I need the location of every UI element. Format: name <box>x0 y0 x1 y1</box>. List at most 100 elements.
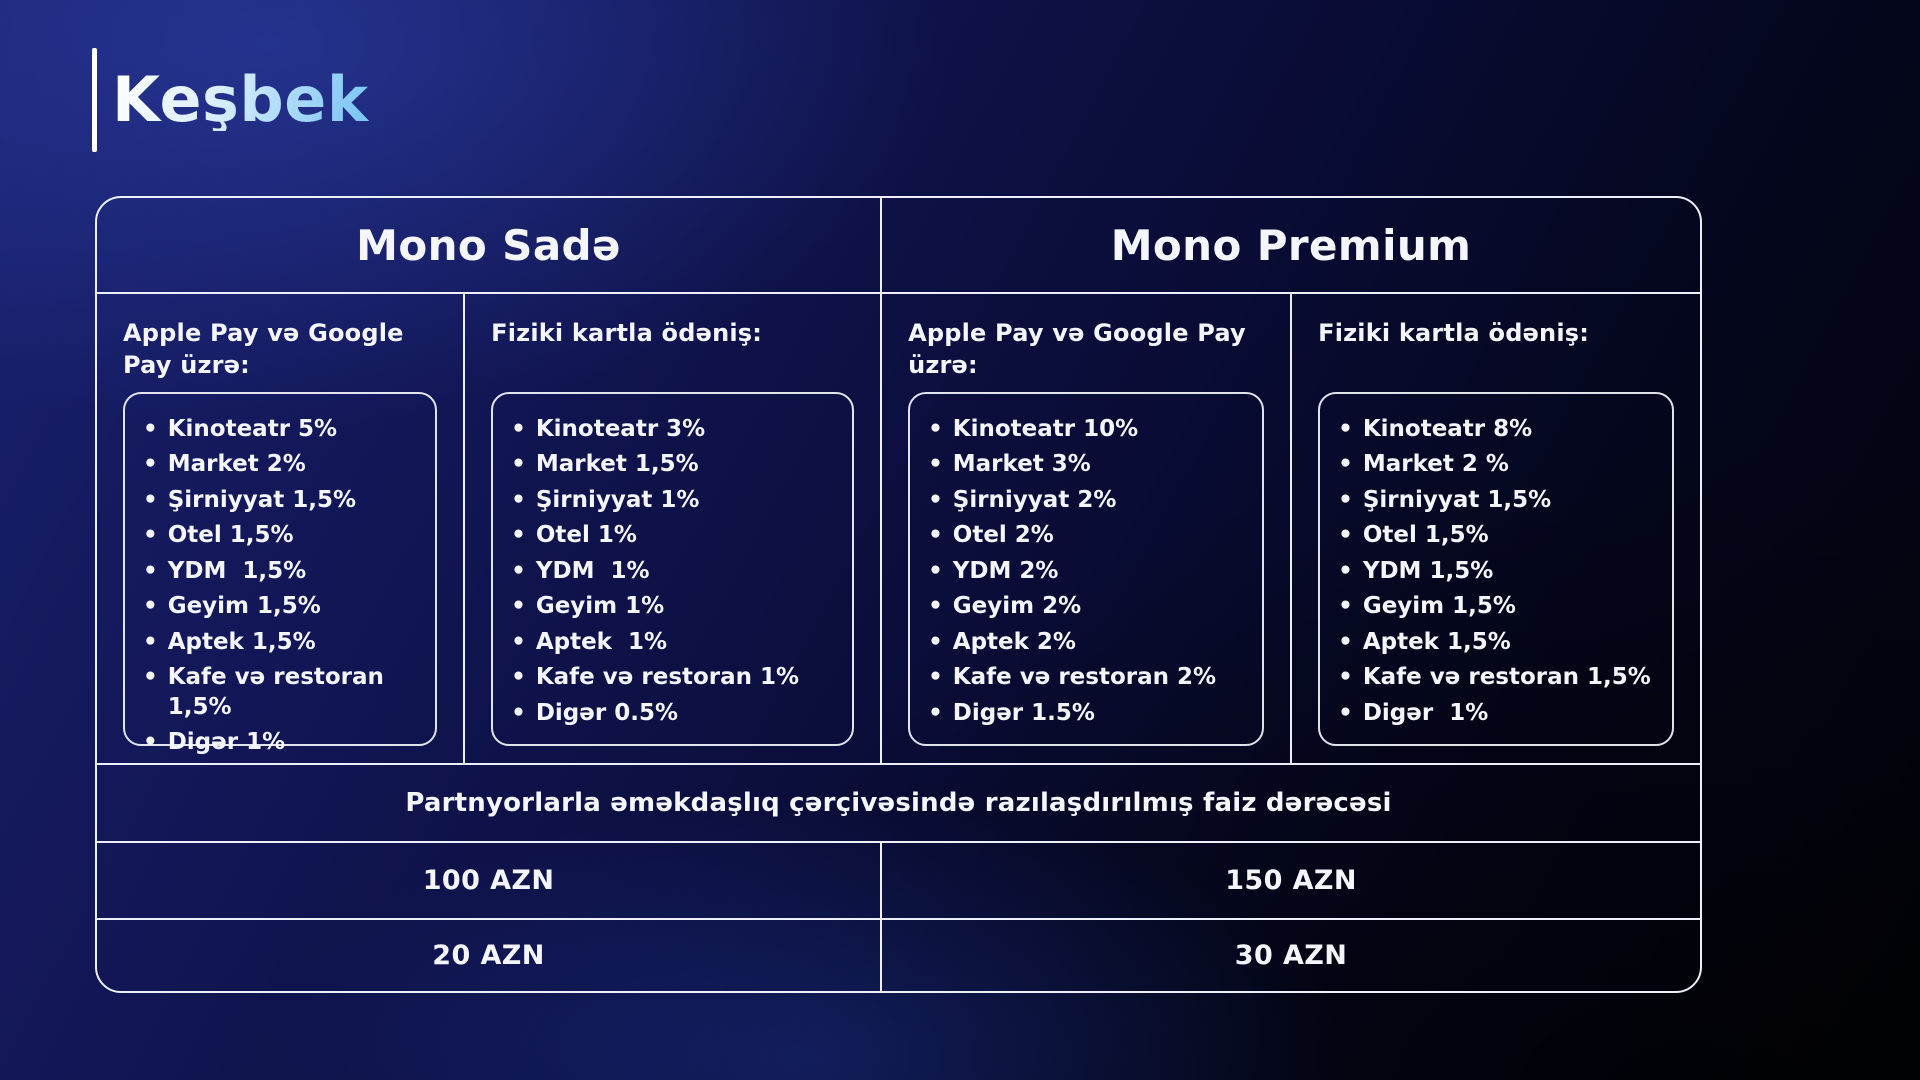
rate-item: • Geyim 2% <box>928 592 1244 621</box>
rate-list: • Kinoteatr 5% • Market 2% • Şirniyyat 1,5%… <box>143 415 417 757</box>
rate-item: • Market 2 % <box>1338 450 1654 479</box>
bullet-icon: • <box>143 451 158 478</box>
rate-item: • YDM 1% <box>511 557 834 586</box>
rate-list: • Kinoteatr 8% • Market 2 % • Şirniyyat 1,5… <box>1338 415 1654 728</box>
rate-item: • Digər 0.5% <box>511 699 834 728</box>
rate-item: • Şirniyyat 2% <box>928 486 1244 515</box>
rate-item: • Geyim 1,5% <box>143 592 417 621</box>
rate-item: • Kafe və restoran 1,5% <box>1338 663 1654 692</box>
rate-text: Aptek 1,5% <box>167 628 316 655</box>
rate-box: • Kinoteatr 10% • Market 3% • Şirniyyat 2% … <box>908 392 1265 746</box>
rate-item: • Kafe və restoran 1% <box>511 663 834 692</box>
rate-item: • Otel 2% <box>928 521 1244 550</box>
bullet-icon: • <box>1338 664 1353 691</box>
rate-text: Şirniyyat 2% <box>952 486 1117 513</box>
rate-item: • Kinoteatr 3% <box>511 415 834 444</box>
bullet-icon: • <box>143 664 158 691</box>
rate-item: • Kafe və restoran 1,5% <box>143 663 417 722</box>
rate-text: Kafe və restoran 1% <box>535 664 800 691</box>
bullet-icon: • <box>928 486 943 513</box>
bullet-icon: • <box>143 486 158 513</box>
rate-item: • YDM 1,5% <box>1338 557 1654 586</box>
rate-text: Geyim 1,5% <box>1362 593 1516 620</box>
rate-item: • Aptek 1,5% <box>143 628 417 657</box>
rate-text: Market 2 % <box>1362 451 1509 478</box>
sade-second-value: 20 AZN <box>432 940 545 971</box>
rate-text: YDM 1,5% <box>1362 557 1494 584</box>
column-premium-card: Fiziki kartla ödəniş: • Kinoteatr 8% • Mar… <box>1290 294 1700 763</box>
bullet-icon: • <box>143 728 158 755</box>
sade-partner-rate-value: 100 AZN <box>422 865 555 896</box>
rate-item: • Kinoteatr 8% <box>1338 415 1654 444</box>
rate-item: • Geyim 1,5% <box>1338 592 1654 621</box>
rate-text: Digər 1% <box>1362 699 1489 726</box>
rates-row: Apple Pay və Google Pay üzrə: • Kinoteatr… <box>97 292 1700 763</box>
column-heading: Fiziki kartla ödəniş: <box>491 319 763 347</box>
bullet-icon: • <box>1338 699 1353 726</box>
rate-item: • Digər 1% <box>1338 699 1654 728</box>
column-sade-applepay: Apple Pay və Google Pay üzrə: • Kinoteatr… <box>97 294 463 763</box>
rate-text: Market 3% <box>952 451 1091 478</box>
column-heading: Apple Pay və Google Pay üzrə: <box>908 319 1246 379</box>
bullet-icon: • <box>511 451 526 478</box>
bullet-icon: • <box>143 628 158 655</box>
column-sade-card: Fiziki kartla ödəniş: • Kinoteatr 3% • Mar… <box>463 294 880 763</box>
bullet-icon: • <box>511 522 526 549</box>
rate-item: • Market 3% <box>928 450 1244 479</box>
rate-box: • Kinoteatr 3% • Market 1,5% • Şirniyyat 1%… <box>491 392 855 746</box>
rate-text: Kinoteatr 3% <box>535 416 706 442</box>
rate-item: • Kinoteatr 10% <box>928 415 1244 444</box>
rate-text: Otel 1% <box>535 522 637 549</box>
rate-list: • Kinoteatr 3% • Market 1,5% • Şirniyyat 1%… <box>511 415 834 728</box>
plan-header-row: Mono Sadə Mono Premium <box>97 198 1700 292</box>
bullet-icon: • <box>1338 451 1353 478</box>
bullet-icon: • <box>1338 522 1353 549</box>
rate-text: YDM 1% <box>535 557 650 584</box>
rate-text: Kafe və restoran 2% <box>952 664 1217 691</box>
bullet-icon: • <box>143 416 158 442</box>
plan-header-mono-premium: Mono Premium <box>880 198 1700 292</box>
rate-text: Aptek 1% <box>535 628 668 655</box>
rate-text: Otel 2% <box>952 522 1054 549</box>
rate-text: Otel 1,5% <box>1362 522 1489 549</box>
bullet-icon: • <box>1338 628 1353 655</box>
rate-item: • Digər 1.5% <box>928 699 1244 728</box>
rate-text: Digər 1% <box>167 728 286 755</box>
bullet-icon: • <box>928 593 943 620</box>
rate-item: • Market 2% <box>143 450 417 479</box>
rate-item: • Digər 1% <box>143 728 417 757</box>
partner-rate-values-row: 100 AZN 150 AZN <box>97 841 1700 918</box>
bullet-icon: • <box>1338 557 1353 584</box>
rate-text: Geyim 1% <box>535 593 665 620</box>
rate-text: Geyim 1,5% <box>167 593 321 620</box>
rate-item: • Kafe və restoran 2% <box>928 663 1244 692</box>
rate-text: Digər 1.5% <box>952 699 1095 726</box>
rate-item: • Market 1,5% <box>511 450 834 479</box>
bullet-icon: • <box>511 664 526 691</box>
rate-item: • Kinoteatr 5% <box>143 415 417 444</box>
rate-list: • Kinoteatr 10% • Market 3% • Şirniyyat 2% … <box>928 415 1244 728</box>
rate-text: Kinoteatr 10% <box>952 416 1139 442</box>
bullet-icon: • <box>1338 593 1353 620</box>
bullet-icon: • <box>928 557 943 584</box>
rate-item: • Aptek 1,5% <box>1338 628 1654 657</box>
second-values-row: 20 AZN 30 AZN <box>97 918 1700 991</box>
rate-text: Market 2% <box>167 451 306 478</box>
rate-item: • Şirniyyat 1% <box>511 486 834 515</box>
bullet-icon: • <box>143 593 158 620</box>
bullet-icon: • <box>143 522 158 549</box>
bullet-icon: • <box>511 628 526 655</box>
rate-item: • Şirniyyat 1,5% <box>1338 486 1654 515</box>
bullet-icon: • <box>928 522 943 549</box>
rate-text: Şirniyyat 1% <box>535 486 700 513</box>
bullet-icon: • <box>928 416 943 442</box>
rate-item: • YDM 1,5% <box>143 557 417 586</box>
rate-item: • Aptek 2% <box>928 628 1244 657</box>
page-header: Keşbek <box>92 48 369 152</box>
rate-text: Market 1,5% <box>535 451 699 478</box>
column-heading: Fiziki kartla ödəniş: <box>1318 319 1590 347</box>
rate-box: • Kinoteatr 8% • Market 2 % • Şirniyyat 1,5… <box>1318 392 1674 746</box>
bullet-icon: • <box>928 628 943 655</box>
bullet-icon: • <box>928 451 943 478</box>
column-heading: Apple Pay və Google Pay üzrə: <box>123 319 404 379</box>
